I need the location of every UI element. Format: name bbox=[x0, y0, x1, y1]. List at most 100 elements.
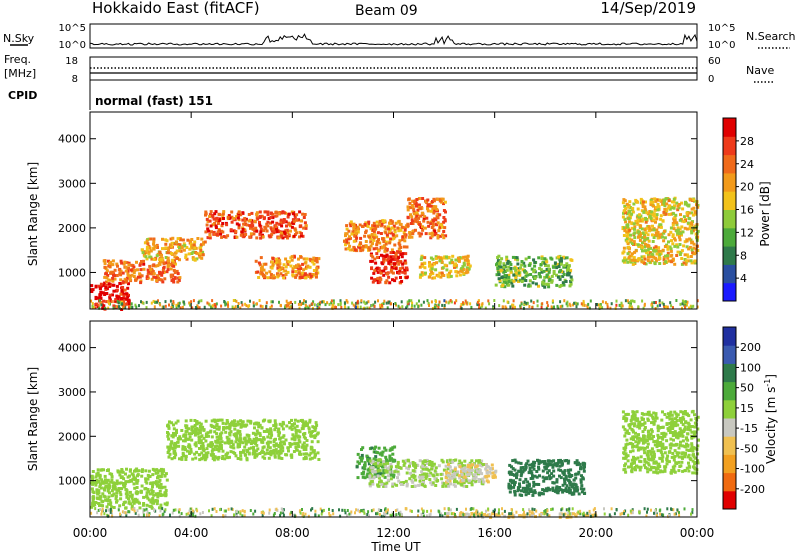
velocity-cell bbox=[304, 452, 308, 456]
power-cell bbox=[357, 245, 361, 249]
velocity-cell bbox=[360, 453, 364, 457]
power-cell bbox=[109, 271, 113, 275]
velocity-cell bbox=[217, 455, 221, 459]
power-cell bbox=[669, 247, 673, 251]
power-cell bbox=[104, 306, 107, 310]
velocity-cell bbox=[544, 467, 548, 471]
velocity-cell bbox=[382, 462, 386, 466]
velocity-cell bbox=[429, 471, 433, 475]
power-cell bbox=[656, 304, 659, 308]
power-cell bbox=[648, 227, 652, 231]
velocity-cell bbox=[465, 512, 469, 516]
power-cell bbox=[681, 230, 685, 234]
velocity-cell bbox=[380, 453, 384, 457]
power-cell bbox=[373, 233, 377, 237]
power-cell bbox=[437, 255, 440, 259]
velocity-cell bbox=[363, 464, 366, 467]
velocity-cell bbox=[433, 469, 437, 473]
power-cell bbox=[227, 214, 231, 218]
power-cell bbox=[293, 213, 297, 217]
power-cell bbox=[124, 280, 128, 284]
velocity-cell bbox=[652, 455, 656, 458]
velocity-cell bbox=[131, 473, 135, 477]
power-cell bbox=[690, 305, 693, 309]
power-cell bbox=[545, 267, 549, 271]
power-cell bbox=[280, 211, 284, 215]
power-cell bbox=[623, 226, 626, 230]
velocity-cell bbox=[290, 418, 293, 422]
power-cell bbox=[644, 217, 648, 221]
power-cell bbox=[98, 294, 102, 297]
power-cell bbox=[521, 268, 525, 272]
power-cell bbox=[422, 217, 426, 221]
velocity-cell bbox=[510, 514, 514, 518]
velocity-cell bbox=[118, 487, 122, 491]
power-cell bbox=[115, 305, 118, 308]
power-cell bbox=[350, 232, 354, 236]
power-cell bbox=[559, 305, 562, 309]
velocity-cell bbox=[518, 485, 522, 489]
power-cell bbox=[576, 302, 579, 306]
velocity-cell bbox=[160, 485, 164, 489]
power-cell bbox=[450, 300, 453, 304]
velocity-cell bbox=[371, 466, 375, 470]
velocity-cell bbox=[165, 478, 169, 482]
velocity-cell bbox=[572, 478, 576, 482]
power-cell bbox=[208, 234, 212, 238]
velocity-cell bbox=[363, 476, 367, 480]
power-cell bbox=[277, 273, 281, 277]
velocity-cell bbox=[542, 479, 546, 483]
power-cell bbox=[407, 235, 411, 239]
power-cell bbox=[465, 257, 469, 261]
power-cell bbox=[266, 210, 270, 214]
power-cell bbox=[644, 200, 647, 204]
power-cell bbox=[362, 306, 365, 310]
power-cell bbox=[295, 218, 299, 222]
velocity-cell bbox=[239, 437, 243, 441]
power-cell bbox=[670, 260, 674, 264]
velocity-cell bbox=[278, 442, 282, 445]
power-cell bbox=[411, 232, 415, 236]
power-cell bbox=[547, 276, 551, 279]
velocity-cell bbox=[569, 468, 573, 472]
power-cell bbox=[373, 304, 376, 308]
velocity-cell bbox=[202, 428, 206, 432]
power-cell bbox=[164, 300, 167, 304]
power-cell bbox=[403, 228, 407, 232]
velocity-cell bbox=[133, 486, 137, 490]
power-cell bbox=[384, 247, 388, 251]
power-cell bbox=[417, 216, 421, 220]
power-cell bbox=[654, 199, 658, 203]
velocity-cell bbox=[178, 457, 181, 461]
velocity-cell bbox=[134, 497, 137, 501]
power-cell bbox=[391, 251, 395, 254]
velocity-cell bbox=[260, 426, 264, 430]
power-cell bbox=[184, 256, 188, 259]
power-cell bbox=[211, 299, 214, 303]
power-cell bbox=[156, 246, 159, 249]
power-cell bbox=[230, 210, 234, 214]
velocity-cell bbox=[477, 459, 481, 463]
velocity-cell bbox=[220, 440, 224, 444]
power-cell bbox=[376, 239, 380, 243]
power-cell bbox=[376, 281, 380, 285]
velocity-cell bbox=[393, 470, 397, 474]
power-cell bbox=[347, 306, 350, 310]
power-cell bbox=[692, 206, 696, 210]
power-cell bbox=[97, 303, 100, 307]
velocity-cell bbox=[99, 503, 103, 507]
velocity-cell bbox=[474, 479, 478, 483]
velocity-cell bbox=[255, 443, 259, 447]
power-cell bbox=[176, 243, 180, 246]
velocity-cell bbox=[225, 419, 229, 422]
velocity-cell bbox=[241, 441, 245, 445]
power-cell bbox=[196, 304, 199, 308]
power-cell bbox=[198, 251, 202, 255]
power-cell bbox=[262, 229, 266, 233]
velocity-cell bbox=[135, 479, 139, 483]
power-cell bbox=[166, 256, 170, 260]
power-cell bbox=[636, 243, 640, 247]
power-cell bbox=[220, 304, 223, 308]
power-cell bbox=[206, 236, 210, 240]
velocity-cell bbox=[358, 456, 362, 460]
